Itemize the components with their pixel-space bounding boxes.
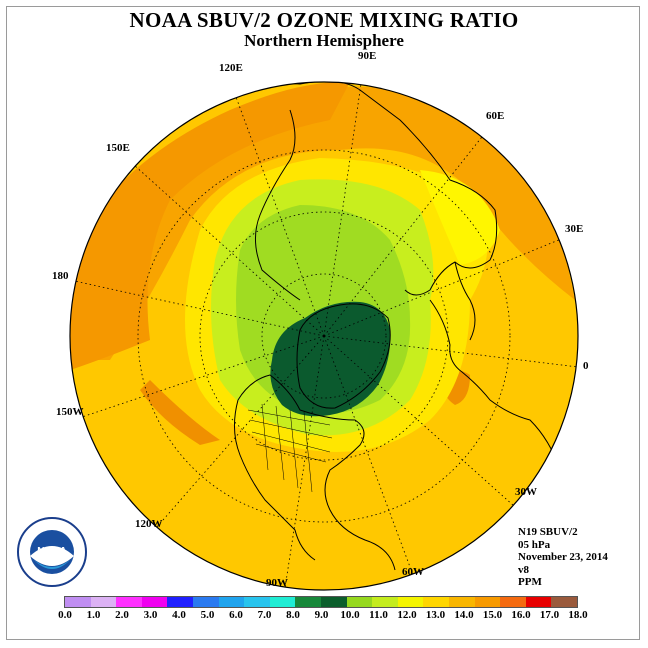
color-scale-tick-label: 1.0: [86, 609, 101, 621]
lon-label-60w: 60W: [402, 566, 424, 578]
map-subtitle: Northern Hemisphere: [244, 31, 404, 50]
color-swatch: [141, 597, 168, 607]
date-label: November 23, 2014: [518, 551, 608, 563]
color-swatch: [116, 597, 142, 607]
noaa-logo-icon: NOAA: [17, 517, 87, 587]
color-swatch: [90, 597, 117, 607]
color-swatch: [192, 597, 219, 607]
color-scale-tick-label: 10.0: [340, 609, 360, 621]
data-info-block: N19 SBUV/2 05 hPa November 23, 2014 v8 P…: [518, 526, 608, 589]
color-swatch: [346, 597, 373, 607]
lon-label-60e: 60E: [486, 110, 505, 122]
hemisphere-outline: [69, 81, 579, 591]
satellite-label: N19 SBUV/2: [518, 526, 578, 538]
lon-label-150w: 150W: [56, 406, 84, 418]
color-scale-tick-label: 0.0: [58, 609, 72, 621]
color-swatch: [372, 597, 398, 607]
color-scale-tick-label: 14.0: [454, 609, 474, 621]
ozone-band-13b: [420, 170, 500, 265]
color-scale-tick-label: 12.0: [397, 609, 417, 621]
color-swatch: [551, 597, 577, 607]
lon-label-150e: 150E: [106, 142, 130, 154]
svg-text:NOAA: NOAA: [37, 546, 66, 557]
color-scale-tick-label: 8.0: [286, 609, 300, 621]
lon-label-180: 180: [52, 270, 69, 282]
color-scale-tick-label: 7.0: [257, 609, 272, 621]
color-scale-tick-label: 15.0: [482, 609, 503, 621]
color-scale-tick-label: 9.0: [314, 609, 329, 621]
lon-label-120w: 120W: [135, 518, 163, 530]
color-swatch: [320, 597, 347, 607]
color-swatch: [295, 597, 321, 607]
color-swatch: [448, 597, 475, 607]
color-scale-tick-label: 3.0: [143, 609, 158, 621]
color-swatch: [65, 597, 91, 607]
color-scale-ticks: 0.0 1.0 2.0 3.0 4.0 5.0 6.0 7.0 8.0 9.0 10.0 11.0 12…: [0, 609, 648, 623]
map-title: NOAA SBUV/2 OZONE MIXING RATIO: [129, 8, 519, 32]
color-scale-tick-label: 5.0: [200, 609, 215, 621]
lon-label-30e: 30E: [565, 223, 584, 235]
lon-label-0: 0: [583, 360, 589, 372]
ozone-band-15b: [70, 82, 350, 370]
color-scale-tick-label: 18.0: [568, 609, 588, 621]
color-swatch: [397, 597, 424, 607]
color-scale-tick-label: 4.0: [172, 609, 186, 621]
units-label: PPM: [518, 576, 542, 588]
color-swatch: [269, 597, 296, 607]
lon-label-90w: 90W: [266, 577, 288, 589]
color-scale-tick-label: 6.0: [229, 609, 243, 621]
color-swatch: [218, 597, 245, 607]
version-label: v8: [518, 563, 529, 576]
map-frame: [6, 6, 640, 640]
color-swatch: [244, 597, 270, 607]
color-scale-tick-label: 11.0: [369, 609, 388, 621]
color-swatch: [474, 597, 501, 607]
lon-label-120e: 120E: [219, 62, 243, 74]
lon-label-30w: 30W: [515, 486, 537, 498]
ozone-orange-patch: [140, 380, 220, 445]
color-scale-bar: [64, 596, 578, 608]
color-swatch: [167, 597, 193, 607]
color-scale-tick-label: 2.0: [115, 609, 129, 621]
pressure-level-label: 05 hPa: [518, 538, 551, 551]
color-swatch: [525, 597, 552, 607]
color-scale-tick-label: 13.0: [425, 609, 446, 621]
color-scale-tick-label: 17.0: [539, 609, 560, 621]
lon-label-90e: 90E: [358, 50, 377, 62]
color-swatch: [500, 597, 526, 607]
color-swatch: [423, 597, 449, 607]
color-scale-tick-label: 16.0: [511, 609, 531, 621]
